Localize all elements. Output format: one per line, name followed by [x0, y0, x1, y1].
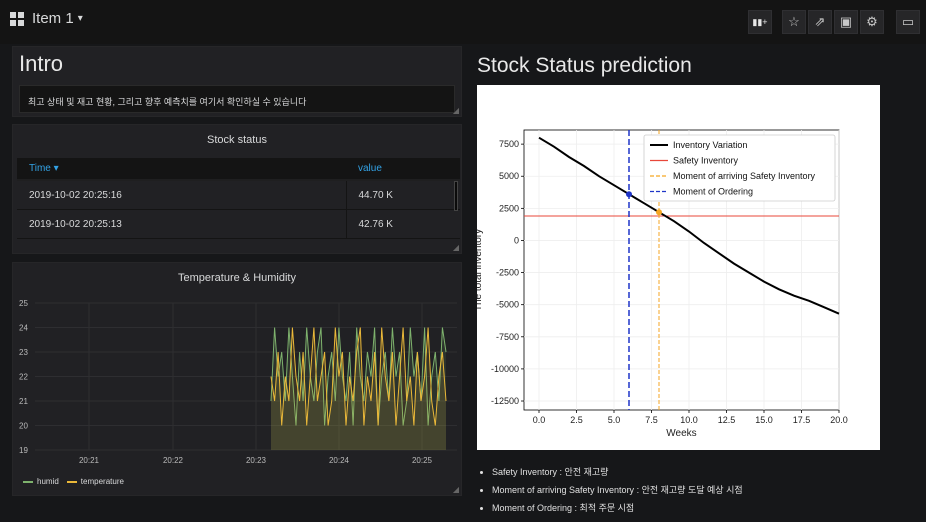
- legend-label: Inventory Variation: [673, 140, 747, 150]
- resize-handle-icon[interactable]: ◢: [452, 106, 459, 115]
- y-axis-label: The total inventory: [477, 229, 484, 311]
- y-tick-label: 0: [514, 235, 519, 245]
- x-tick-label: 7.5: [645, 415, 658, 425]
- x-tick-label: 15.0: [755, 415, 773, 425]
- dashboard-title: Item 1: [32, 10, 74, 27]
- table-scrollbar[interactable]: [454, 181, 458, 211]
- share-button[interactable]: ⇗: [808, 10, 832, 34]
- arriving-point: [656, 209, 662, 216]
- graph-legend: humid temperature: [23, 477, 124, 486]
- prediction-chart-image: 0.0 2.5 5.0 7.5 10.0 12.5 15.0 17.5 20.0 7500 5000…: [477, 85, 880, 450]
- legend-label-humid[interactable]: humid: [37, 477, 59, 486]
- panel-title[interactable]: Stock status: [207, 134, 267, 146]
- ordering-point: [626, 191, 632, 198]
- dashboard-grid-icon: [10, 11, 24, 26]
- panel-title[interactable]: Temperature & Humidity: [178, 272, 296, 284]
- y-tick-label: 24: [19, 324, 28, 333]
- chevron-down-icon: ▾: [77, 13, 83, 24]
- temperature-humidity-panel: Temperature & Humidity 25 24 23 22 21 20 19 20:…: [12, 262, 462, 496]
- x-axis-label: Weeks: [666, 428, 696, 439]
- gear-icon: ⚙: [866, 14, 878, 29]
- legend-box: [643, 134, 836, 202]
- x-tick-label: 20:25: [412, 456, 433, 465]
- cell-time: 2019-10-02 20:25:16: [17, 180, 346, 210]
- y-tick-label: 2500: [499, 203, 519, 213]
- x-tick-label: 0.0: [533, 415, 546, 425]
- legend-label: Safety Inventory: [673, 156, 739, 166]
- cell-time: 2019-10-02 20:25:13: [17, 209, 346, 239]
- y-tick-label: 19: [19, 446, 28, 455]
- notes-list: Safety Inventory : 안전 재고량 Moment of arri…: [478, 463, 743, 517]
- list-item: Moment of Ordering : 최적 주문 시점: [492, 499, 743, 517]
- y-tick-label: -10000: [491, 364, 519, 374]
- intro-title: Intro: [19, 51, 64, 76]
- legend-swatch-humid: [23, 480, 33, 483]
- share-icon: ⇗: [814, 14, 826, 29]
- list-item: Moment of arriving Safety Inventory : 안전…: [492, 481, 743, 499]
- stock-status-table: Time ▾ value 2019-10-02 20:25:16 44.70 K…: [17, 158, 460, 239]
- star-icon: ☆: [788, 14, 800, 29]
- cell-value: 42.76 K: [345, 209, 460, 239]
- y-tick-label: -12500: [491, 396, 519, 406]
- list-item: Safety Inventory : 안전 재고량: [492, 463, 743, 481]
- legend-label: Moment of Ordering: [673, 187, 753, 197]
- x-tick-label: 5.0: [608, 415, 621, 425]
- y-tick-label: 5000: [499, 171, 519, 181]
- y-tick-label: 23: [19, 348, 28, 357]
- y-tick-label: -2500: [496, 268, 519, 278]
- series-area-temperature: [271, 327, 446, 450]
- x-tick-label: 20.0: [830, 415, 848, 425]
- x-tick-label: 20:22: [163, 456, 184, 465]
- x-tick-label: 20:21: [79, 456, 100, 465]
- add-panel-button[interactable]: ▮▮+: [748, 10, 772, 34]
- intro-panel: Intro 최고 상태 및 재고 현황, 그리고 향후 예측치를 여기서 확인하…: [12, 46, 462, 117]
- temperature-humidity-graph[interactable]: 25 24 23 22 21 20 19 20:21 20:22 20:23 20:24 20:25: [13, 287, 463, 497]
- star-button[interactable]: ☆: [782, 10, 806, 34]
- series-area-humid: [271, 327, 446, 450]
- y-tick-label: -7500: [496, 332, 519, 342]
- resize-handle-icon[interactable]: ◢: [452, 243, 459, 252]
- inventory-variation-line: [538, 136, 840, 315]
- legend-label-temperature[interactable]: temperature: [80, 477, 124, 486]
- cell-value: 44.70 K: [345, 180, 460, 210]
- x-tick-label: 17.5: [793, 415, 811, 425]
- legend-label: Moment of arriving Safety Inventory: [673, 171, 816, 181]
- x-tick-label: 2.5: [570, 415, 583, 425]
- resize-handle-icon[interactable]: ◢: [452, 485, 459, 494]
- top-navbar: Item 1 ▾ ▮▮+ ☆ ⇗ ▣ ⚙ ▭: [0, 0, 926, 44]
- save-button[interactable]: ▣: [834, 10, 858, 34]
- prediction-title: Stock Status prediction: [477, 54, 692, 77]
- y-tick-label: 20: [19, 422, 28, 431]
- x-tick-label: 10.0: [680, 415, 698, 425]
- y-tick-label: 25: [19, 299, 28, 308]
- series-line-temperature: [270, 327, 447, 426]
- y-tick-label: -5000: [496, 300, 519, 310]
- x-tick-label: 20:24: [329, 456, 350, 465]
- intro-text: 최고 상태 및 재고 현황, 그리고 향후 예측치를 여기서 확인하실 수 있습…: [19, 85, 455, 113]
- stock-status-panel: Stock status Time ▾ value 2019-10-02 20:…: [12, 124, 462, 254]
- y-tick-label: 7500: [499, 139, 519, 149]
- y-tick-label: 22: [19, 373, 28, 382]
- save-icon: ▣: [839, 14, 853, 29]
- column-header-value[interactable]: value: [346, 158, 460, 181]
- table-row: 2019-10-02 20:25:13 42.76 K: [17, 209, 460, 239]
- monitor-icon: ▭: [901, 14, 915, 29]
- legend-swatch-temperature: [66, 480, 77, 483]
- settings-button[interactable]: ⚙: [860, 10, 884, 34]
- bar-chart-plus-icon: ▮▮+: [752, 16, 768, 27]
- dashboard-picker[interactable]: Item 1 ▾: [10, 10, 83, 27]
- x-tick-label: 20:23: [246, 456, 267, 465]
- x-tick-label: 12.5: [718, 415, 736, 425]
- tv-mode-button[interactable]: ▭: [896, 10, 920, 34]
- column-header-time[interactable]: Time ▾: [17, 158, 346, 181]
- y-tick-label: 21: [19, 397, 28, 406]
- table-row: 2019-10-02 20:25:16 44.70 K: [17, 180, 460, 210]
- prediction-chart: 0.0 2.5 5.0 7.5 10.0 12.5 15.0 17.5 20.0 7500 5000…: [477, 129, 848, 439]
